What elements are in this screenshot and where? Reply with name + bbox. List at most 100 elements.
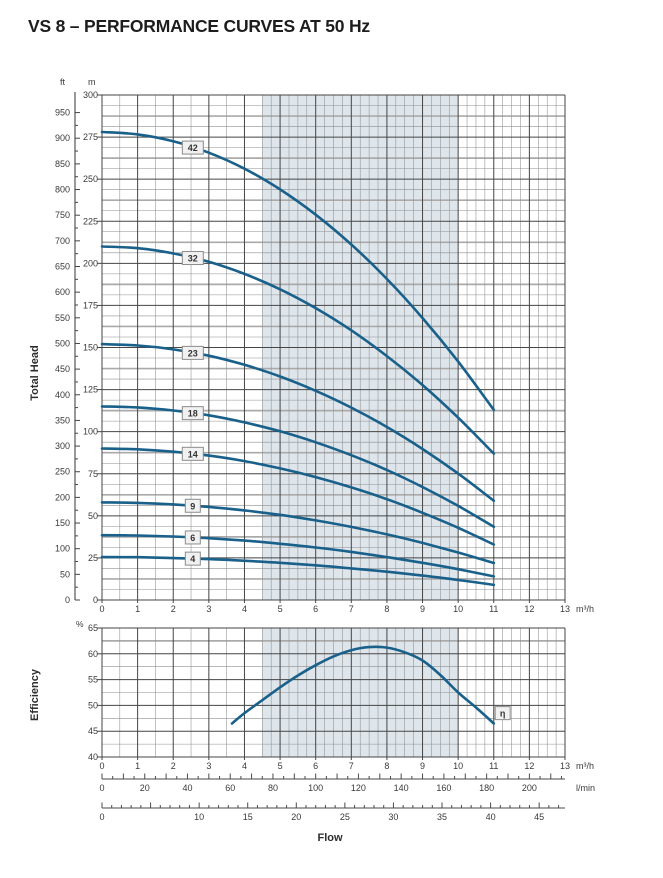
head-curve-23: [100, 342, 496, 502]
head-curves: 42 32 23 18 14 9 6 4: [100, 130, 496, 587]
svg-text:5: 5: [278, 604, 283, 614]
svg-text:30: 30: [388, 812, 398, 822]
svg-text:160: 160: [436, 783, 451, 793]
flow-axis-label: Flow: [317, 832, 343, 844]
svg-text:20: 20: [291, 812, 301, 822]
svg-text:650: 650: [55, 261, 70, 271]
svg-text:11: 11: [489, 604, 498, 614]
ft-axis-unit: ft: [60, 77, 66, 87]
svg-text:150: 150: [83, 343, 98, 353]
svg-text:9: 9: [190, 501, 195, 511]
svg-text:3: 3: [206, 761, 211, 771]
flow-scale-l/min: 0 20 40 60 80 100 120 140 160 180 200: [99, 773, 565, 793]
svg-text:900: 900: [55, 133, 70, 143]
svg-text:300: 300: [55, 441, 70, 451]
svg-text:500: 500: [55, 338, 70, 348]
flow-scale-gpm: 0 10 15 20 25 30 35 40 45: [99, 802, 565, 822]
svg-text:225: 225: [83, 216, 98, 226]
svg-text:10: 10: [453, 761, 463, 771]
svg-text:150: 150: [55, 518, 70, 528]
svg-text:12: 12: [524, 761, 534, 771]
curve-label-6: 6: [184, 530, 201, 545]
svg-text:700: 700: [55, 236, 70, 246]
svg-text:7: 7: [349, 761, 354, 771]
head-curve-6: [100, 533, 496, 578]
svg-text:200: 200: [83, 258, 98, 268]
svg-text:100: 100: [55, 544, 70, 554]
svg-text:40: 40: [182, 783, 192, 793]
svg-text:60: 60: [225, 783, 235, 793]
svg-text:1: 1: [135, 604, 140, 614]
svg-text:125: 125: [83, 385, 98, 395]
svg-text:0: 0: [99, 761, 104, 771]
m-axis-unit: m: [88, 77, 96, 87]
svg-text:0: 0: [93, 595, 98, 605]
svg-text:140: 140: [394, 783, 409, 793]
svg-text:18: 18: [188, 409, 198, 419]
efficiency-chart-grid: [101, 627, 566, 758]
efficiency-curve-label: η: [494, 706, 511, 721]
svg-text:15: 15: [243, 812, 253, 822]
svg-text:25: 25: [88, 553, 98, 563]
svg-text:0: 0: [99, 783, 104, 793]
head-chart-axes: 0255075100125150175200225250275300050100…: [55, 90, 570, 614]
svg-text:7: 7: [349, 604, 354, 614]
svg-text:80: 80: [268, 783, 278, 793]
svg-text:60: 60: [88, 649, 98, 659]
svg-text:8: 8: [384, 761, 389, 771]
svg-text:750: 750: [55, 210, 70, 220]
svg-text:14: 14: [188, 449, 198, 459]
svg-text:11: 11: [489, 761, 498, 771]
page-title: VS 8 – PERFORMANCE CURVES AT 50 Hz: [28, 16, 370, 36]
svg-text:5: 5: [278, 761, 283, 771]
svg-text:75: 75: [88, 469, 98, 479]
svg-text:550: 550: [55, 313, 70, 323]
svg-text:9: 9: [420, 761, 425, 771]
svg-text:50: 50: [88, 700, 98, 710]
head-curve-18: [100, 405, 496, 529]
head-curve-14: [100, 447, 496, 546]
svg-text:35: 35: [437, 812, 447, 822]
svg-text:350: 350: [55, 415, 70, 425]
curve-label-23: 23: [181, 345, 204, 360]
svg-text:6: 6: [313, 761, 318, 771]
svg-text:250: 250: [83, 174, 98, 184]
svg-text:η: η: [500, 709, 506, 719]
svg-text:42: 42: [188, 143, 198, 153]
svg-text:100: 100: [83, 427, 98, 437]
svg-text:45: 45: [88, 726, 98, 736]
head-curve-9: [100, 501, 496, 565]
svg-text:23: 23: [188, 348, 198, 358]
svg-text:1: 1: [135, 761, 140, 771]
percent-axis-unit: %: [76, 619, 84, 629]
svg-text:400: 400: [55, 390, 70, 400]
svg-text:2: 2: [171, 604, 176, 614]
svg-text:275: 275: [83, 132, 98, 142]
svg-text:250: 250: [55, 467, 70, 477]
svg-text:120: 120: [351, 783, 366, 793]
svg-text:55: 55: [88, 675, 98, 685]
svg-text:450: 450: [55, 364, 70, 374]
curve-label-42: 42: [181, 140, 204, 155]
lmin-unit: l/min: [576, 783, 596, 793]
svg-text:950: 950: [55, 108, 70, 118]
svg-text:8: 8: [384, 604, 389, 614]
svg-text:2: 2: [171, 761, 176, 771]
svg-text:0: 0: [65, 595, 70, 605]
svg-text:12: 12: [524, 604, 534, 614]
svg-text:45: 45: [534, 812, 544, 822]
curve-label-14: 14: [181, 446, 204, 461]
svg-text:40: 40: [486, 812, 496, 822]
head-curve-32: [100, 245, 496, 455]
svg-text:100: 100: [308, 783, 323, 793]
curve-label-18: 18: [181, 406, 204, 421]
svg-text:10: 10: [194, 812, 204, 822]
svg-text:0: 0: [99, 604, 104, 614]
svg-text:850: 850: [55, 159, 70, 169]
svg-text:180: 180: [479, 783, 494, 793]
efficiency-curve: [230, 645, 496, 725]
efficiency-curve-group: η: [230, 645, 511, 725]
